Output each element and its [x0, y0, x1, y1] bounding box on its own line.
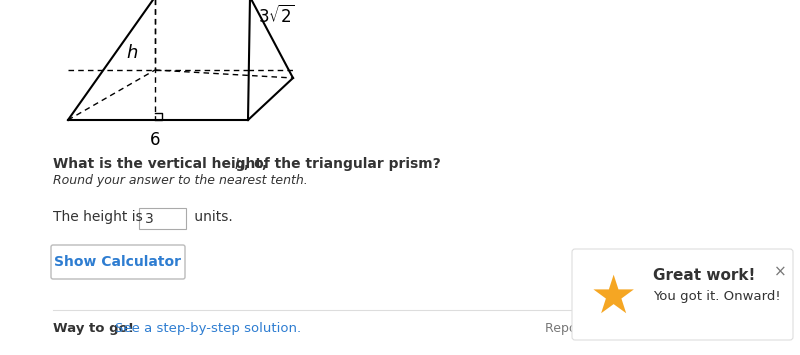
Text: units.: units.	[190, 210, 233, 224]
Text: ×: ×	[774, 264, 786, 279]
Text: 6: 6	[150, 131, 160, 149]
Text: $\it{h}$: $\it{h}$	[234, 157, 244, 172]
Text: Round your answer to the nearest tenth.: Round your answer to the nearest tenth.	[53, 174, 308, 187]
FancyBboxPatch shape	[572, 249, 793, 340]
Text: , of the triangular prism?: , of the triangular prism?	[244, 157, 441, 171]
Text: See a step-by-step solution.: See a step-by-step solution.	[115, 322, 301, 335]
Text: Great work!: Great work!	[653, 268, 755, 283]
Text: Way to go!: Way to go!	[53, 322, 138, 335]
FancyBboxPatch shape	[51, 245, 185, 279]
Text: $3\sqrt{2}$: $3\sqrt{2}$	[258, 5, 295, 27]
Text: The height is: The height is	[53, 210, 147, 224]
Text: ★: ★	[590, 272, 637, 323]
Text: Report a problem: Report a problem	[545, 322, 654, 335]
Text: What is the vertical height,: What is the vertical height,	[53, 157, 272, 171]
Text: You got it. Onward!: You got it. Onward!	[653, 290, 781, 303]
Text: Show Calculator: Show Calculator	[54, 255, 182, 269]
Text: $h$: $h$	[126, 44, 138, 62]
FancyBboxPatch shape	[139, 208, 186, 229]
Text: 3: 3	[145, 212, 154, 226]
